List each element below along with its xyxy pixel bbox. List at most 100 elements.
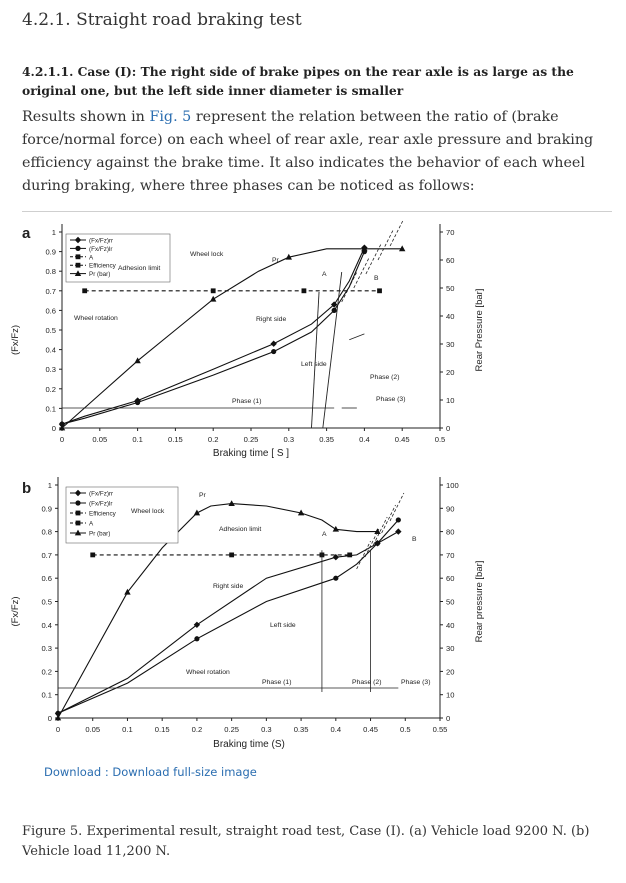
y2-tick-label: 30 (446, 340, 454, 349)
series-1-point (59, 421, 65, 427)
y-tick-label: 0 (48, 714, 52, 723)
x-tick-label: 0.2 (192, 725, 203, 734)
x-tick-label: 0.5 (400, 725, 411, 734)
y-tick-label: 0.1 (41, 691, 52, 700)
legend-marker (75, 262, 81, 268)
series-3-point (54, 714, 62, 721)
wheel-lock-hatch (364, 528, 380, 558)
series-3-point (124, 588, 131, 595)
y2-tick-label: 70 (446, 551, 454, 560)
x-tick-label: 0.1 (122, 725, 133, 734)
y-tick-label: 0.5 (41, 598, 52, 607)
wheel-lock-hatch (377, 229, 394, 261)
series-0-point (270, 340, 277, 347)
chart-annotation: Phase (2) (352, 679, 381, 686)
legend-entry: Efficiency (89, 263, 117, 270)
y2-tick-label: 10 (446, 396, 454, 405)
x-tick-label: 0.25 (244, 435, 259, 444)
x-axis-title: Braking time [ S ] (213, 448, 289, 459)
y-tick-label: 0.2 (41, 667, 52, 676)
y2-tick-label: 0 (446, 424, 450, 433)
y2-tick-label: 10 (446, 691, 454, 700)
figure-caption: Figure 5. Experimental result, straight … (22, 824, 590, 859)
series-0-point (330, 301, 338, 308)
y-tick-label: 0.7 (41, 551, 52, 560)
legend-entry: A (89, 254, 94, 261)
x-tick-label: 0 (60, 435, 64, 444)
y2-tick-label: 40 (446, 621, 454, 630)
x-tick-label: 0.05 (85, 725, 100, 734)
chart-annotation: Left side (301, 361, 327, 368)
y-tick-label: 0.9 (45, 248, 56, 257)
download-prefix: Download : (44, 765, 113, 779)
results-paragraph: Results shown in Fig. 5 represent the re… (22, 106, 612, 198)
series-line-0 (57, 531, 399, 714)
y2-tick-label: 40 (446, 312, 454, 321)
y-tick-label: 0.4 (45, 346, 56, 355)
wheel-lock-hatch (389, 492, 405, 522)
legend-marker (75, 254, 81, 260)
chart-annotation: Wheel lock (131, 508, 165, 515)
wheel-lock-hatch (389, 220, 404, 247)
chart-annotation: B (412, 536, 417, 543)
series-1-point (333, 575, 339, 581)
series-3-point (210, 295, 217, 302)
y-tick-label: 0 (52, 424, 56, 433)
x-tick-label: 0.3 (261, 725, 272, 734)
legend-entry: Pr (bar) (89, 271, 110, 278)
chart-annotation: Phase (2) (370, 374, 399, 381)
y-tick-label: 0.7 (45, 287, 56, 296)
x-tick-label: 0.1 (132, 435, 143, 444)
subsection-title: 4.2.1.1. Case (I): The right side of bra… (22, 64, 574, 98)
y-tick-label: 0.4 (41, 621, 52, 630)
section-title: 4.2.1. Straight road braking test (22, 10, 302, 30)
series-1-point (271, 348, 277, 355)
chart-annotation: Wheel lock (190, 251, 224, 258)
chart-annotation: Wheel rotation (74, 315, 118, 322)
legend-box (65, 486, 179, 544)
series-1-point (135, 399, 141, 406)
x-tick-label: 0.35 (319, 435, 334, 444)
y-tick-label: 0.2 (45, 385, 56, 394)
y-tick-label: 0.5 (45, 326, 56, 335)
wheel-lock-hatch (381, 504, 396, 534)
legend-entry: A (89, 521, 94, 528)
y-tick-label: 0.6 (41, 574, 52, 583)
y2-tick-label: 50 (446, 598, 454, 607)
y2-tick-label: 20 (446, 368, 454, 377)
series-line-1 (57, 519, 399, 714)
x-tick-label: 0 (56, 725, 60, 734)
chart-annotation: Pr (199, 492, 207, 499)
y-tick-label: 1 (48, 481, 52, 490)
y2-tick-label: 30 (446, 644, 454, 653)
chart-annotation: A (322, 271, 327, 278)
legend-entry: (Fx/Fz)lr (89, 501, 112, 508)
y-axis-title: (Fx/Fz) (10, 596, 21, 626)
legend-marker (75, 510, 81, 516)
chart-annotation: B (374, 275, 379, 282)
panel-label: a (22, 225, 31, 242)
series-3-point (297, 509, 305, 516)
paragraph-text-end: represent the relation between the ratio… (22, 109, 594, 194)
y2-tick-label: 60 (446, 256, 454, 265)
y-tick-label: 0.8 (41, 528, 52, 537)
wheel-lock-hatch (372, 516, 388, 546)
y2-tick-label: 60 (446, 574, 454, 583)
series-3-point (285, 253, 292, 260)
x-tick-label: 0.05 (92, 435, 107, 444)
line-a (311, 291, 320, 429)
y2-tick-label: 0 (446, 714, 450, 723)
download-full-size-link[interactable]: Download full-size image (112, 765, 257, 779)
x-tick-label: 0.5 (435, 435, 446, 444)
wheel-lock-hatch (353, 257, 370, 289)
figure-5-link[interactable]: Fig. 5 (149, 109, 192, 125)
download-link-row: Download : Download full-size image (44, 765, 257, 779)
phase-2-pointer (349, 333, 365, 341)
figure-5b-chart: b00.10.20.30.40.50.60.70.80.910102030405… (10, 477, 485, 750)
legend-marker (74, 270, 82, 276)
x-axis-title: Braking time (S) (213, 739, 285, 750)
wheel-lock-hatch (341, 271, 358, 303)
chart-annotation: Adhesion limit (219, 526, 261, 533)
series-line-3 (61, 248, 403, 429)
y-tick-label: 0.1 (45, 404, 56, 413)
